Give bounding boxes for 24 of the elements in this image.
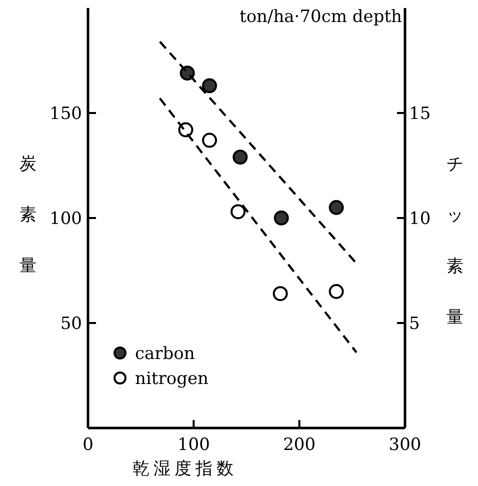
x-tick-label: 100	[177, 435, 210, 455]
point	[202, 132, 218, 148]
y2-tick-label: 10	[409, 209, 431, 229]
text: チッ素量	[446, 154, 464, 326]
point	[232, 150, 248, 165]
legend-label: carbon	[135, 344, 195, 364]
x-tick-label: 200	[283, 435, 316, 455]
point	[328, 284, 344, 299]
y-tick-label: 150	[50, 104, 82, 124]
point	[272, 286, 288, 302]
annotation: ton/ha·70cm depth	[239, 7, 402, 27]
x-axis-title: 乾湿度指数	[132, 459, 238, 478]
y-tick-label: 100	[50, 209, 82, 229]
y-tick-label: 50	[60, 314, 82, 334]
text: 炭素量	[20, 154, 36, 275]
x-tick-label: 300	[388, 435, 422, 455]
point	[230, 204, 246, 220]
point	[274, 210, 289, 226]
y2-tick-label: 5	[409, 314, 420, 334]
point	[328, 200, 344, 215]
point	[202, 78, 218, 94]
legend-label: nitrogen	[135, 369, 209, 389]
x-tick-label: 0	[82, 435, 94, 455]
y2-tick-label: 15	[409, 104, 431, 124]
